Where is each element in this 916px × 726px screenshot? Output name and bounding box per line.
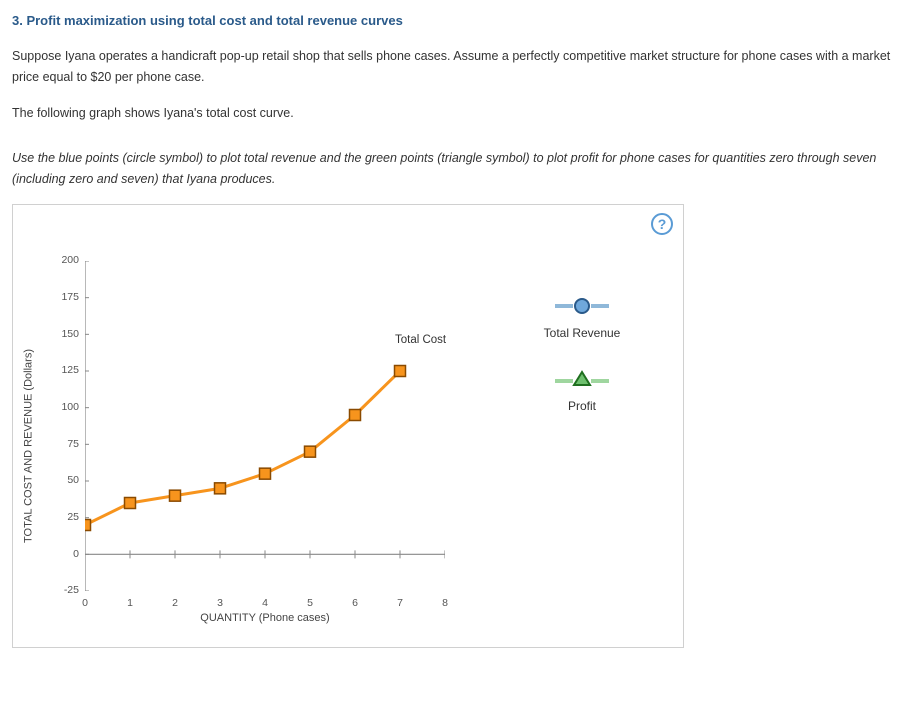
plot-svg — [85, 261, 445, 591]
y-tick-label: 100 — [61, 399, 79, 417]
instruction-text: Use the blue points (circle symbol) to p… — [12, 148, 904, 191]
legend: Total Revenue Profit — [517, 297, 647, 442]
x-tick-label: 0 — [82, 595, 88, 613]
x-tick-label: 8 — [442, 595, 448, 613]
graph-panel: ? TOTAL COST AND REVENUE (Dollars) Total… — [12, 204, 684, 648]
legend-label-profit: Profit — [517, 396, 647, 416]
triangle-icon — [555, 370, 609, 388]
x-tick-label: 1 — [127, 595, 133, 613]
paragraph-2: The following graph shows Iyana's total … — [12, 103, 904, 124]
circle-icon — [555, 297, 609, 315]
legend-item-profit[interactable]: Profit — [517, 370, 647, 416]
chart-area: TOTAL COST AND REVENUE (Dollars) Total C… — [37, 261, 477, 631]
x-tick-label: 7 — [397, 595, 403, 613]
y-tick-label: 25 — [67, 509, 79, 527]
y-tick-label: 175 — [61, 289, 79, 307]
y-tick-label: 125 — [61, 362, 79, 380]
y-tick-label: 0 — [73, 546, 79, 564]
total-cost-label: Total Cost — [395, 331, 446, 351]
y-tick-label: 75 — [67, 436, 79, 454]
y-tick-label: 200 — [61, 252, 79, 270]
legend-item-total-revenue[interactable]: Total Revenue — [517, 297, 647, 343]
y-tick-label: -25 — [64, 582, 79, 600]
legend-label-total-revenue: Total Revenue — [517, 323, 647, 343]
y-tick-label: 50 — [67, 472, 79, 490]
y-tick-label: 150 — [61, 326, 79, 344]
x-tick-label: 6 — [352, 595, 358, 613]
x-tick-label: 2 — [172, 595, 178, 613]
paragraph-1: Suppose Iyana operates a handicraft pop-… — [12, 46, 904, 89]
plot-area[interactable]: Total Cost -2502550751001251501752000123… — [85, 261, 445, 591]
y-axis-label: TOTAL COST AND REVENUE (Dollars) — [20, 349, 39, 543]
help-button[interactable]: ? — [651, 213, 673, 235]
x-axis-label: QUANTITY (Phone cases) — [200, 609, 329, 631]
question-heading: 3. Profit maximization using total cost … — [12, 10, 904, 32]
